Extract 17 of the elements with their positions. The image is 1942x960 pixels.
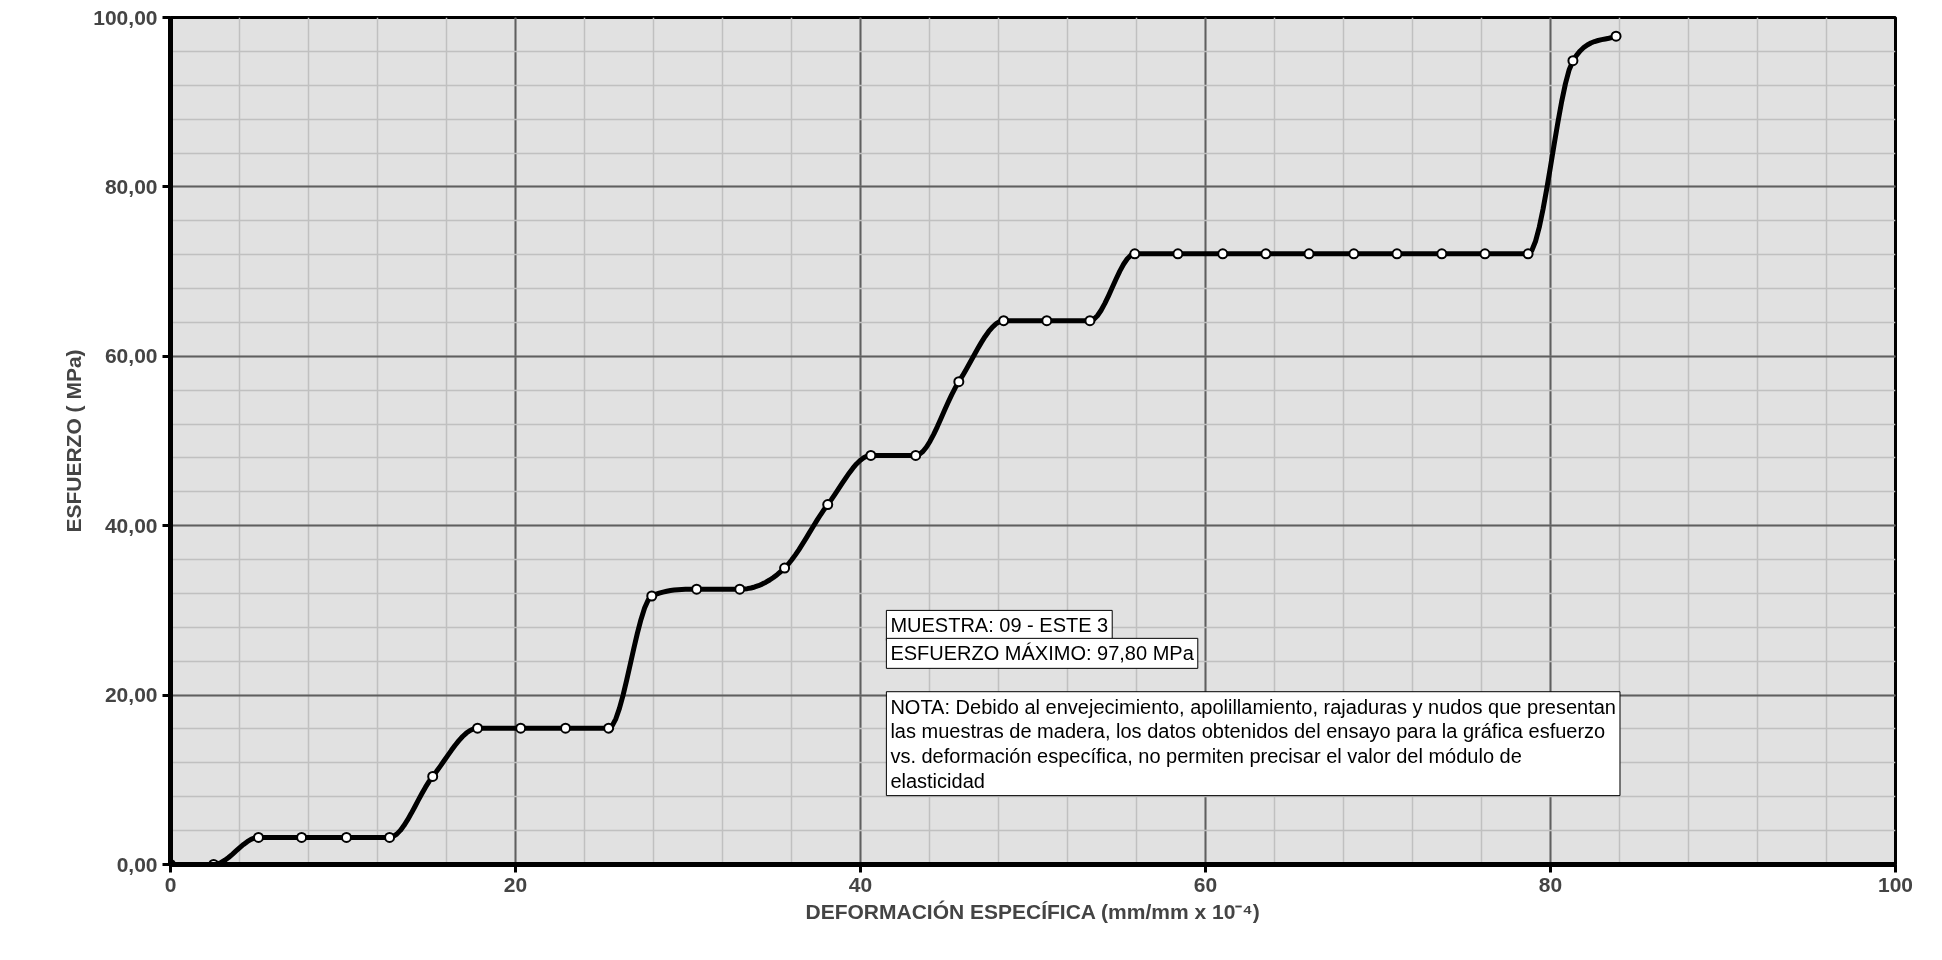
y-tick-label: 20,00 xyxy=(104,683,158,707)
y-tick-label: 100,00 xyxy=(93,5,158,29)
x-tick-label: 0 xyxy=(164,872,177,896)
x-tick-label: 100 xyxy=(1877,872,1914,896)
x-tick-label: 40 xyxy=(848,872,873,896)
annotation: MUESTRA: 09 - ESTE 3 xyxy=(890,614,1109,637)
x-tick-label: 60 xyxy=(1193,872,1218,896)
x-tick-label: 80 xyxy=(1538,872,1563,896)
x-tick-label: 20 xyxy=(503,872,528,896)
y-tick-label: 80,00 xyxy=(104,174,158,198)
x-axis-title: DEFORMACIÓN ESPECÍFICA (mm/mm x 10⁻⁴) xyxy=(805,899,1260,923)
y-tick-label: 40,00 xyxy=(104,513,158,537)
y-tick-label: 60,00 xyxy=(104,344,158,368)
y-axis-title: ESFUERZO ( MPa) xyxy=(62,349,86,533)
annotation: NOTA: Debido al envejecimiento, apolillamiento, rajaduras y nudos que presentan las muestras de madera, los datos obtenidos del ensayo para la gráfica esfuerzo vs. deformación específica, no permiten precisar el valor del módulo de elasticidad xyxy=(890,695,1616,792)
y-tick-label: 0,00 xyxy=(116,852,158,876)
annotation: ESFUERZO MÁXIMO: 97,80 MPa xyxy=(890,642,1195,665)
